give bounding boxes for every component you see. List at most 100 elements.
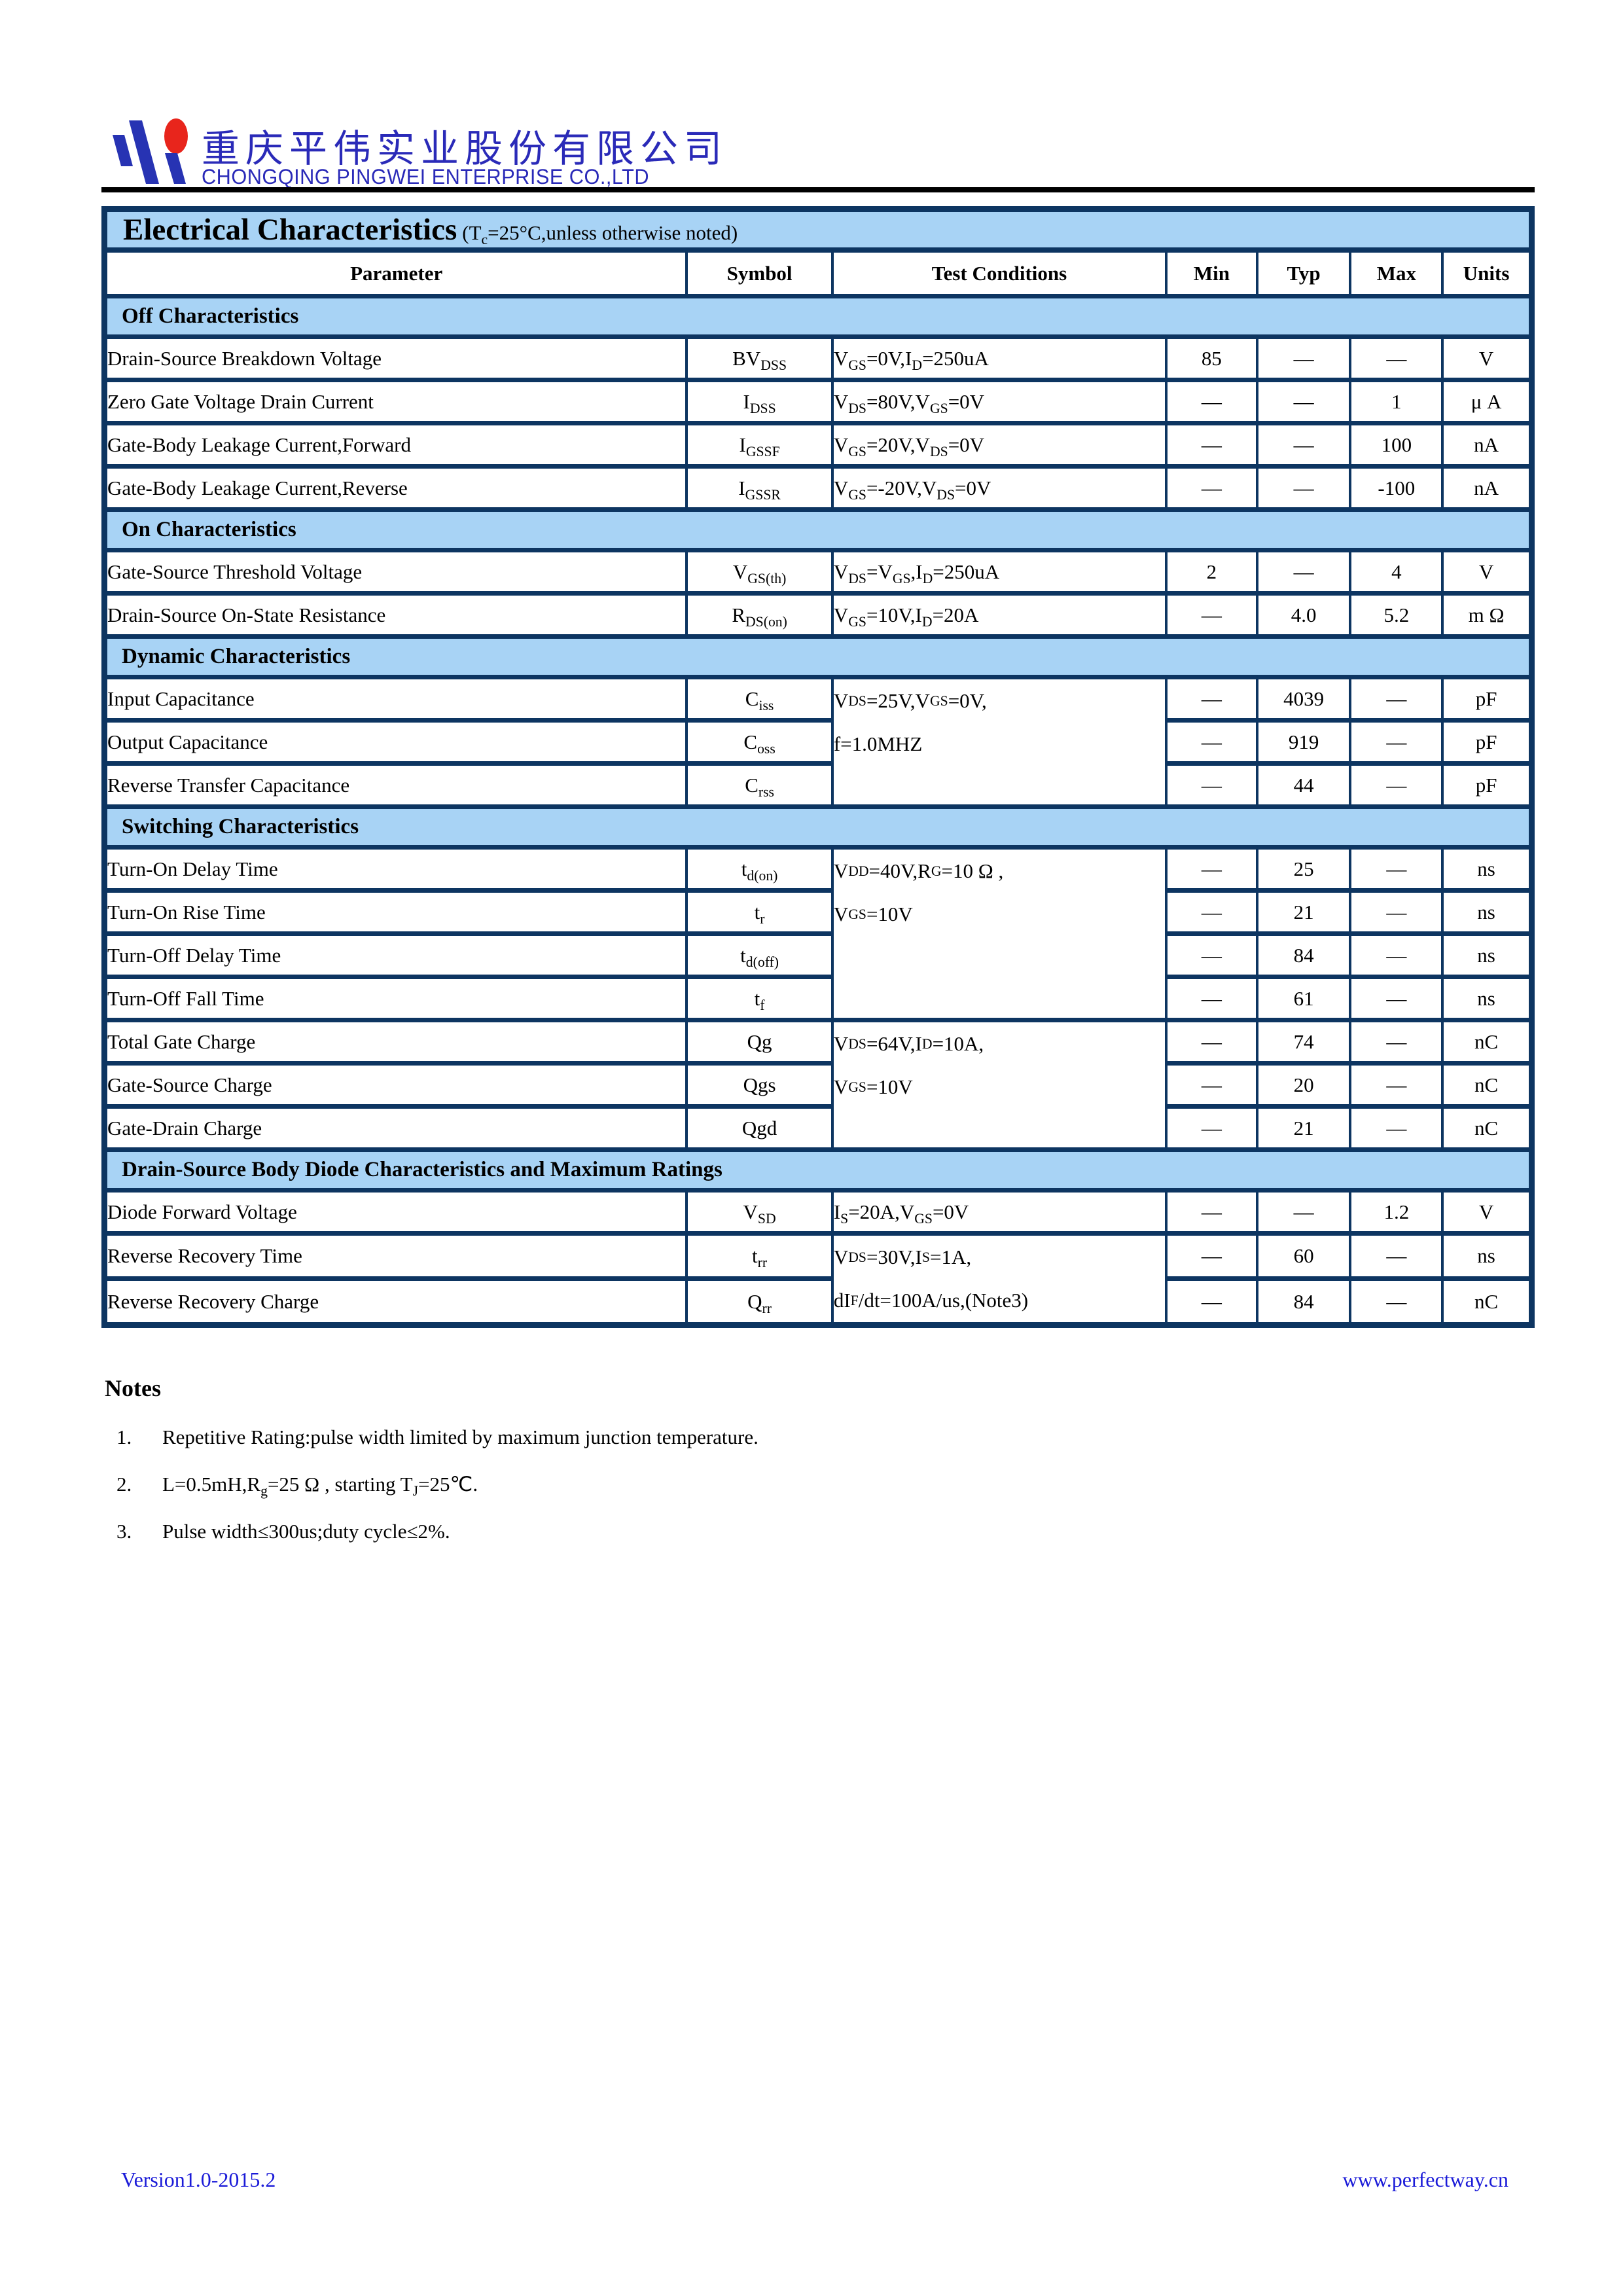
note-text: L=0.5mH,Rg=25 Ω , starting TJ=25℃. <box>162 1473 478 1499</box>
cell-max: 1.2 <box>1349 1188 1444 1236</box>
table-row: Total Gate Charge Qg V DS =64V,I D =10A, V GS =10… <box>103 1018 1533 1152</box>
column-header-units: Units <box>1441 247 1533 298</box>
table-row: Turn-Off Delay Time td(off) —84— ns <box>103 931 1533 979</box>
cell-test-conditions: VGS=-20V,VDS=0V <box>830 464 1168 512</box>
section-heading: Switching Characteristics <box>103 804 1533 850</box>
table-row: Reverse Recovery Time trr V DS =30V,I S =1A, dI… <box>103 1230 1533 1327</box>
cell-min: 2 <box>1165 548 1258 596</box>
cell-units: ns <box>1441 931 1533 979</box>
table-header-row: Parameter Symbol Test Conditions Min Typ Max U… <box>103 247 1533 298</box>
cell-parameter: Output Capacitance <box>103 718 688 766</box>
cell-typ: 20 <box>1255 1061 1352 1109</box>
column-header-typ: Typ <box>1255 247 1352 298</box>
cell-symbol: Crss <box>685 761 834 809</box>
table-row: Gate-Source Threshold Voltage VGS(th) VDS=… <box>103 548 1533 596</box>
table-row: Drain-Source Breakdown Voltage BVDSS VGS=0… <box>103 334 1533 382</box>
column-header-symbol: Symbol <box>685 247 834 298</box>
table-row: Reverse Transfer Capacitance Crss —44— pF <box>103 761 1533 809</box>
cell-symbol: IGSSF <box>685 421 834 469</box>
section-heading: Off Characteristics <box>103 294 1533 339</box>
table-row: Gate-Drain Charge Qgd —21— nC <box>103 1104 1533 1152</box>
cell-parameter: Total Gate Charge <box>103 1018 688 1066</box>
cell-symbol: Qgs <box>685 1061 834 1109</box>
table-title-row: Electrical Characteristics (Tc=25°C,unles… <box>103 207 1533 253</box>
cell-typ: 4039 <box>1255 675 1352 723</box>
test-condition-line: V DS =30V,I S =1A, <box>833 1246 972 1268</box>
cell-max: — <box>1349 931 1444 979</box>
cell-parameter: Gate-Body Leakage Current,Forward <box>103 421 688 469</box>
test-condition-line: V DS =25V,V GS =0V, <box>833 689 987 712</box>
cell-typ: 44 <box>1255 761 1352 809</box>
cell-typ: 60 <box>1255 1230 1352 1282</box>
column-header-test-conditions: Test Conditions <box>830 247 1168 298</box>
cell-typ: 21 <box>1255 888 1352 936</box>
cell-max: -100 <box>1349 464 1444 512</box>
cell-parameter: Reverse Transfer Capacitance <box>103 761 688 809</box>
cell-max: 5.2 <box>1349 591 1444 639</box>
cell-min: — <box>1165 1276 1258 1327</box>
cell-typ: 74 <box>1255 1018 1352 1066</box>
cell-symbol: Ciss <box>685 675 834 723</box>
table-row: Gate-Body Leakage Current,Reverse IGSSR VG… <box>103 464 1533 512</box>
cell-units: V <box>1441 548 1533 596</box>
cell-units: nA <box>1441 464 1533 512</box>
cell-typ: 25 <box>1255 845 1352 893</box>
cell-parameter: Gate-Body Leakage Current,Reverse <box>103 464 688 512</box>
cell-test-conditions: V DD =40V,R G =10 Ω , V GS =10V <box>830 845 1168 1022</box>
table-row: Gate-Body Leakage Current,Forward IGSSF VG… <box>103 421 1533 469</box>
section-heading: On Characteristics <box>103 507 1533 552</box>
test-condition-line: f=1.0MHZ <box>833 732 923 755</box>
note-text: Pulse width≤300us;duty cycle≤2%. <box>162 1520 450 1543</box>
cell-parameter: Gate-Drain Charge <box>103 1104 688 1152</box>
cell-typ: — <box>1255 421 1352 469</box>
cell-units: ns <box>1441 975 1533 1022</box>
cell-max: — <box>1349 1276 1444 1327</box>
cell-max: — <box>1349 1018 1444 1066</box>
cell-min: — <box>1165 1188 1258 1236</box>
electrical-characteristics-table: Electrical Characteristics (Tc=25°C,unles… <box>101 206 1535 1328</box>
table-row: Turn-On Rise Time tr —21— ns <box>103 888 1533 936</box>
logo-stroke-middle <box>129 120 159 184</box>
cell-min: 85 <box>1165 334 1258 382</box>
footer-website[interactable]: www.perfectway.cn <box>1342 2168 1509 2191</box>
cell-test-conditions: V DS =25V,V GS =0V, f=1.0MHZ <box>830 675 1168 809</box>
cell-units: V <box>1441 1188 1533 1236</box>
cell-parameter: Input Capacitance <box>103 675 688 723</box>
logo-red-dot <box>164 118 188 154</box>
cell-typ: 21 <box>1255 1104 1352 1152</box>
cell-max: — <box>1349 1061 1444 1109</box>
cell-parameter: Gate-Source Charge <box>103 1061 688 1109</box>
cell-parameter: Reverse Recovery Charge <box>103 1276 688 1327</box>
section-row: Dynamic Characteristics <box>103 634 1533 679</box>
cell-max: — <box>1349 1104 1444 1152</box>
footer-version: Version1.0-2015.2 <box>121 2168 276 2191</box>
cell-min: — <box>1165 888 1258 936</box>
cell-units: pF <box>1441 761 1533 809</box>
cell-units: nC <box>1441 1276 1533 1327</box>
cell-units: nA <box>1441 421 1533 469</box>
table-row: Drain-Source On-State Resistance RDS(on) V… <box>103 591 1533 639</box>
notes-heading: Notes <box>105 1375 161 1401</box>
cell-test-conditions: VDS=80V,VGS=0V <box>830 378 1168 425</box>
cell-units: V <box>1441 334 1533 382</box>
cell-symbol: RDS(on) <box>685 591 834 639</box>
test-condition-line: V GS =10V <box>833 903 913 925</box>
cell-min: — <box>1165 761 1258 809</box>
table-row: Diode Forward Voltage VSD IS=20A,VGS=0V — —1… <box>103 1188 1533 1236</box>
cell-typ: — <box>1255 378 1352 425</box>
cell-units: pF <box>1441 675 1533 723</box>
column-header-parameter: Parameter <box>103 247 688 298</box>
cell-parameter: Drain-Source On-State Resistance <box>103 591 688 639</box>
test-condition-line: V GS =10V <box>833 1075 913 1098</box>
note-number: 2. <box>116 1473 132 1496</box>
cell-min: — <box>1165 464 1258 512</box>
note-item: 2. L=0.5mH,Rg=25 Ω , starting TJ=25℃. <box>105 1473 1479 1499</box>
cell-parameter: Drain-Source Breakdown Voltage <box>103 334 688 382</box>
cell-units: pF <box>1441 718 1533 766</box>
note-text: Repetitive Rating:pulse width limited by… <box>162 1426 758 1448</box>
cell-symbol: VGS(th) <box>685 548 834 596</box>
cell-test-conditions: VGS=10V,ID=20A <box>830 591 1168 639</box>
cell-symbol: Coss <box>685 718 834 766</box>
column-header-min: Min <box>1165 247 1258 298</box>
cell-min: — <box>1165 931 1258 979</box>
